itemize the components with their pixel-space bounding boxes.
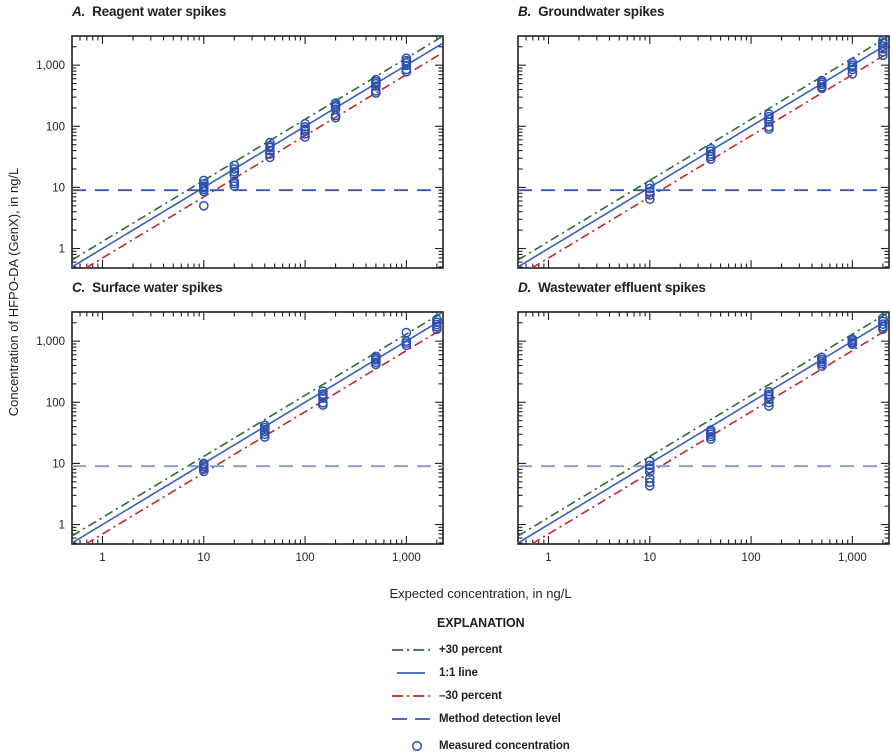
svg-text:100: 100 [46,121,65,133]
panel-d-chart: 1 10 100 1,000 [517,311,890,564]
panel-d-letter: D. [518,280,532,295]
svg-text:1: 1 [545,552,551,564]
panel-b-title: B. Groundwater spikes [518,4,664,19]
svg-text:1: 1 [99,552,105,564]
svg-text:1: 1 [59,520,65,532]
explanation-title: EXPLANATION [437,616,525,630]
svg-text:1,000: 1,000 [392,552,421,564]
legend-label: 1:1 line [439,666,478,679]
legend-item-plus30: +30 percent [392,638,570,661]
panel-b-title-text: Groundwater spikes [538,4,665,19]
svg-text:100: 100 [295,552,314,564]
panel-c-title: C. Surface water spikes [72,280,223,295]
legend-label: –30 percent [439,689,502,702]
panel-c-chart: 1 10 100 1,000 1 10 100 1,000 [36,311,444,564]
svg-text:10: 10 [52,458,65,470]
legend-label: Method detection level [439,712,561,725]
panel-c-letter: C. [72,280,86,295]
explanation-legend: +30 percent 1:1 line –30 percent Method … [392,638,570,754]
legend-item-minus30: –30 percent [392,684,570,707]
legend-item-measured: Measured concentration [392,734,570,754]
method-detection-level-line-icon [392,717,430,720]
panel-a-title-text: Reagent water spikes [92,4,227,19]
svg-text:1,000: 1,000 [36,336,65,348]
x-axis-title: Expected concentration, in ng/L [389,586,572,601]
one-to-one-line-icon [397,671,425,674]
svg-text:1,000: 1,000 [36,60,65,72]
svg-text:10: 10 [52,182,65,194]
minus30-line-icon [392,694,430,697]
panel-b-letter: B. [518,4,532,19]
svg-text:10: 10 [197,552,210,564]
svg-text:1,000: 1,000 [838,552,867,564]
legend-item-one-to-one: 1:1 line [392,661,570,684]
panel-a-chart: 1 10 100 1,000 [36,35,444,269]
panel-a-title: A. Reagent water spikes [72,4,226,19]
svg-text:10: 10 [643,552,656,564]
panel-d-title-text: Wastewater effluent spikes [538,280,706,295]
svg-text:100: 100 [741,552,760,564]
panel-c-title-text: Surface water spikes [92,280,223,295]
plus30-line-icon [392,648,430,651]
panel-a-letter: A. [72,4,86,19]
legend-label: Measured concentration [439,739,570,752]
panel-b-chart [517,35,890,269]
panel-d-title: D. Wastewater effluent spikes [518,280,706,295]
svg-text:1: 1 [59,244,65,256]
legend-label: +30 percent [439,643,503,656]
svg-text:100: 100 [46,397,65,409]
measured-concentration-circle-icon [411,740,423,751]
legend-item-mdl: Method detection level [392,707,570,730]
y-axis-title: Concentration of HFPO-DA (GenX), in ng/L [6,167,21,417]
